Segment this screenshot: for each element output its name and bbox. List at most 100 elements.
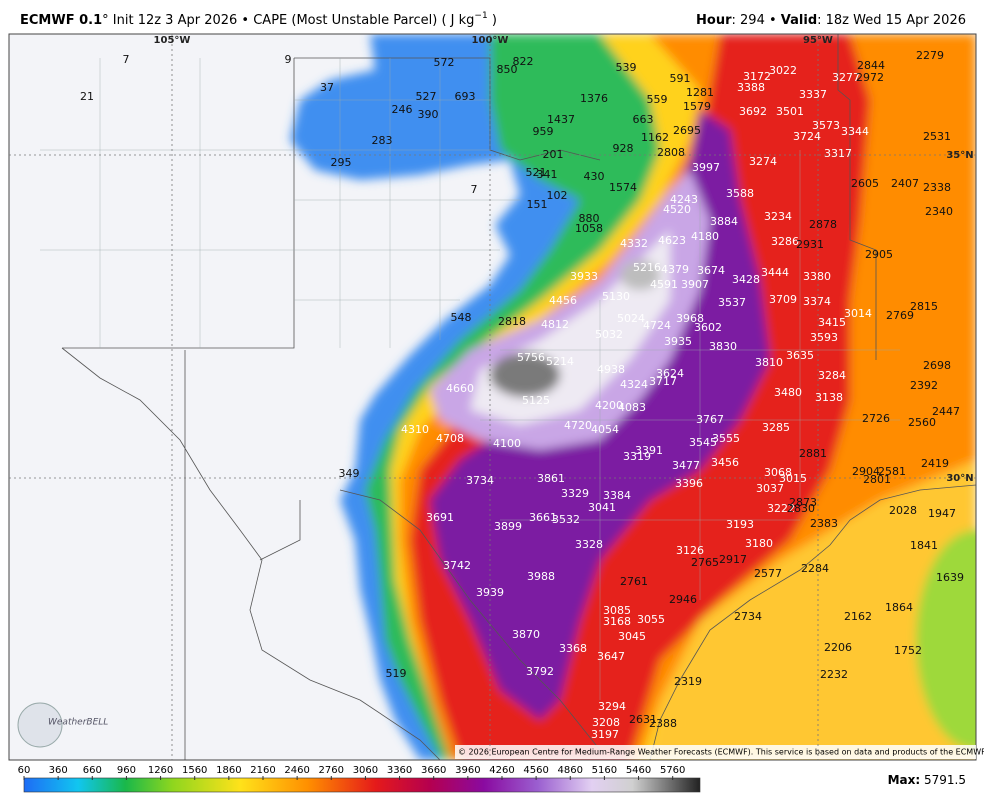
colorbar-label: 660: [83, 765, 102, 776]
cape-label: 102: [547, 189, 568, 202]
cape-label: 1864: [885, 601, 913, 614]
cape-label: 3593: [810, 331, 838, 344]
cape-label: 3085: [603, 604, 631, 617]
cape-label: 3222: [767, 502, 795, 515]
max-value: 5791.5: [924, 773, 966, 787]
cape-label: 3792: [526, 665, 554, 678]
cape-label: 5756: [517, 351, 545, 364]
cape-label: 3193: [726, 518, 754, 531]
cape-label: 2734: [734, 610, 762, 623]
cape-label: 4708: [436, 432, 464, 445]
cape-label: 3277: [832, 71, 860, 84]
cape-label: 1281: [686, 86, 714, 99]
cape-label: 3742: [443, 559, 471, 572]
cape-label: 4200: [595, 399, 623, 412]
cape-label: 2279: [916, 49, 944, 62]
cape-label: 7: [123, 53, 130, 66]
cape-label: 3899: [494, 520, 522, 533]
cape-label: 2931: [796, 238, 824, 251]
cape-label: 880: [579, 212, 600, 225]
cape-label: 3329: [561, 487, 589, 500]
cape-label: 2581: [878, 465, 906, 478]
cape-label: 3692: [739, 105, 767, 118]
cape-label: 4324: [620, 378, 648, 391]
cape-label: 2560: [908, 416, 936, 429]
cape-label: 3602: [694, 321, 722, 334]
cape-label: 4720: [564, 419, 592, 432]
cape-label: 4180: [691, 230, 719, 243]
cape-label: 559: [647, 93, 668, 106]
logo: WeatherBELL: [17, 702, 108, 748]
cape-label: 2338: [923, 181, 951, 194]
cape-label: 4100: [493, 437, 521, 450]
cape-label: 3647: [597, 650, 625, 663]
cape-label: 3168: [603, 615, 631, 628]
cape-label: 2631: [629, 713, 657, 726]
cape-label: 3328: [575, 538, 603, 551]
cape-label: 3234: [764, 210, 792, 223]
cape-label: 2808: [657, 146, 685, 159]
cape-label: 4938: [597, 363, 625, 376]
title: ECMWF 0.1° Init 12z 3 Apr 2026 • CAPE (M…: [20, 11, 497, 28]
cape-label: 519: [386, 667, 407, 680]
model: ECMWF 0.1: [20, 13, 102, 28]
cape-label: 3661: [529, 511, 557, 524]
cape-label: 3767: [696, 413, 724, 426]
cape-label: 2761: [620, 575, 648, 588]
cape-label: 4812: [541, 318, 569, 331]
graticule: [9, 34, 976, 760]
cape-label: 3532: [552, 513, 580, 526]
cape-label: 2917: [719, 553, 747, 566]
cape-label: 3138: [815, 391, 843, 404]
cape-label: 2319: [674, 675, 702, 688]
cape-label: 3555: [712, 432, 740, 445]
cape-label: 2028: [889, 504, 917, 517]
cape-label: 3294: [598, 700, 626, 713]
cape-label: 3041: [588, 501, 616, 514]
cape-label: 37: [320, 81, 334, 94]
colorbar-label: 4560: [523, 765, 548, 776]
cape-label: 1437: [547, 113, 575, 126]
cape-label: 3724: [793, 130, 821, 143]
cape-label: 3344: [841, 125, 869, 138]
cape-label: 1376: [580, 92, 608, 105]
cape-label: 3537: [718, 296, 746, 309]
cape-label: 1947: [928, 507, 956, 520]
cape-label: 2605: [851, 177, 879, 190]
cape-label: 390: [418, 108, 439, 121]
cape-label: 3997: [692, 161, 720, 174]
cape-label: 2905: [865, 248, 893, 261]
cape-label: 4083: [618, 401, 646, 414]
cape-label: 3624: [656, 367, 684, 380]
cape-label: 3709: [769, 293, 797, 306]
cape-label: 2815: [910, 300, 938, 313]
grid-label: 105°W: [154, 35, 191, 46]
cape-label: 3830: [709, 340, 737, 353]
cape-label: 3274: [749, 155, 777, 168]
cape-label: 3573: [812, 119, 840, 132]
cape-label: 2765: [691, 556, 719, 569]
cape-label: 4660: [446, 382, 474, 395]
valid-time: Hour: 294 • Valid: 18z Wed 15 Apr 2026: [696, 13, 966, 28]
colorbar-label: 3660: [421, 765, 446, 776]
cape-label: 3285: [762, 421, 790, 434]
cape-label: 3861: [537, 472, 565, 485]
cape-label: 4332: [620, 237, 648, 250]
colorbar-label: 2760: [319, 765, 344, 776]
cape-label: 2881: [799, 447, 827, 460]
cape-label: 3368: [559, 642, 587, 655]
cape-label: 3391: [635, 444, 663, 457]
cape-label: 3674: [697, 264, 725, 277]
cape-label: 3428: [732, 273, 760, 286]
cape-label: 4724: [643, 319, 671, 332]
cape-label: 3477: [672, 459, 700, 472]
cape-label: 4054: [591, 423, 619, 436]
cape-label: 3717: [649, 375, 677, 388]
cape-label: 3933: [570, 270, 598, 283]
cape-label: 4520: [663, 203, 691, 216]
cape-label: 2531: [923, 130, 951, 143]
cape-label: 1639: [936, 571, 964, 584]
header: ECMWF 0.1° Init 12z 3 Apr 2026 • CAPE (M…: [20, 11, 966, 28]
